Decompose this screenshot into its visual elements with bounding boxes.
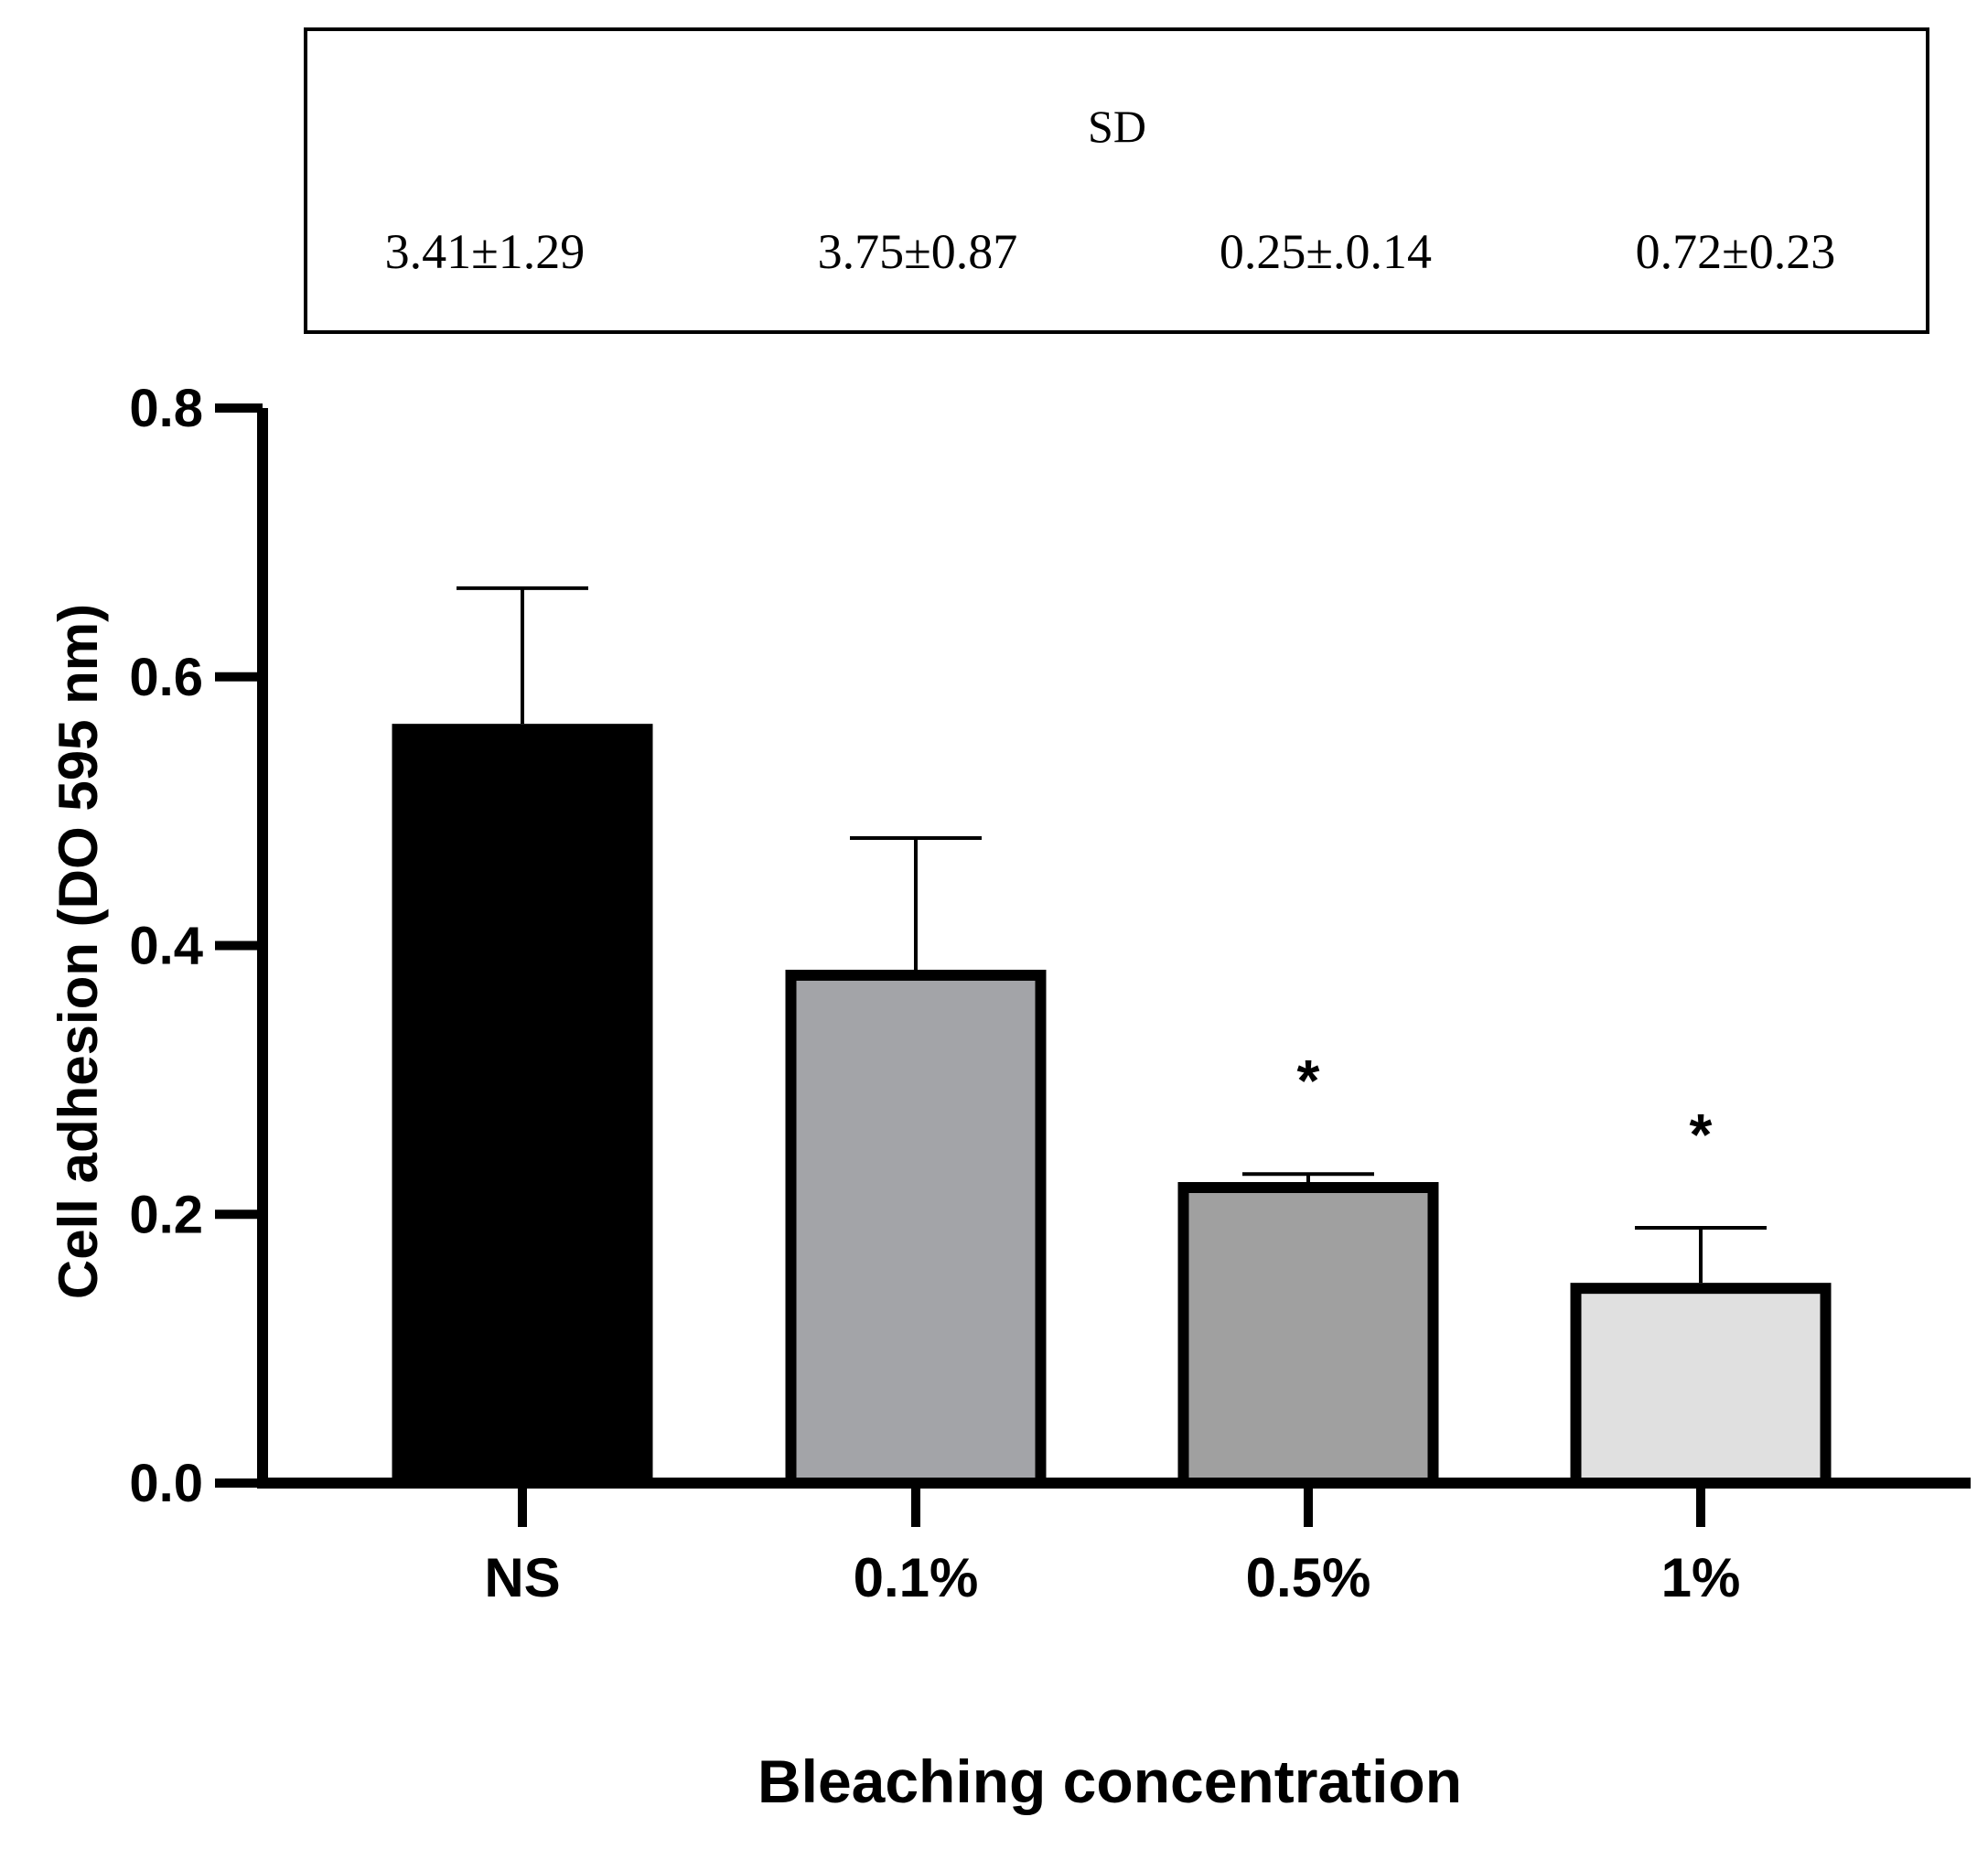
sd-table-border: [304, 27, 1929, 334]
sd-value: 3.75±0.87: [818, 224, 1018, 279]
bars: [392, 724, 1832, 1489]
plot-area: ** 0.00.20.40.60.8 NS 0.1% 0.5% 1%: [129, 379, 1971, 1608]
sd-value: 3.41±1.29: [385, 224, 586, 279]
x-tick-label: NS: [484, 1547, 560, 1608]
y-tick-label: 0.6: [129, 648, 203, 707]
x-tick-label: 1%: [1661, 1547, 1741, 1608]
error-bars: [457, 586, 1767, 1284]
x-tick-label: 0.5%: [1246, 1547, 1371, 1608]
significance-asterisk: *: [1690, 1102, 1713, 1167]
sd-table: SD 3.41±1.29 3.75±0.87 0.25±.0.14 0.72±0.23: [304, 27, 1929, 334]
significance-markers: **: [1297, 1048, 1713, 1167]
y-axis-ticks: 0.0 0.2 0.4 0.6 0.8: [129, 379, 263, 1513]
y-axis-title: Cell adhesion (DO 595 nm): [48, 604, 109, 1299]
bar: [392, 724, 653, 1489]
bar: [1177, 1182, 1439, 1489]
x-tick-label: 0.1%: [854, 1547, 979, 1608]
sd-value: 0.25±.0.14: [1220, 224, 1432, 279]
sd-table-header: SD: [1088, 101, 1146, 152]
significance-asterisk: *: [1297, 1048, 1320, 1113]
bar: [785, 969, 1047, 1489]
y-tick-label: 0.2: [129, 1185, 203, 1244]
sd-value: 0.72±0.23: [1636, 224, 1836, 279]
bar: [1570, 1283, 1832, 1489]
sd-table-values: 3.41±1.29 3.75±0.87 0.25±.0.14 0.72±0.23: [385, 224, 1836, 279]
y-tick-label: 0.4: [129, 917, 203, 976]
y-tick-label: 0.0: [129, 1454, 203, 1513]
x-axis-ticks: NS 0.1% 0.5% 1%: [484, 1483, 1740, 1608]
y-tick-label: 0.8: [129, 379, 203, 438]
x-axis-title: Bleaching concentration: [758, 1747, 1462, 1815]
